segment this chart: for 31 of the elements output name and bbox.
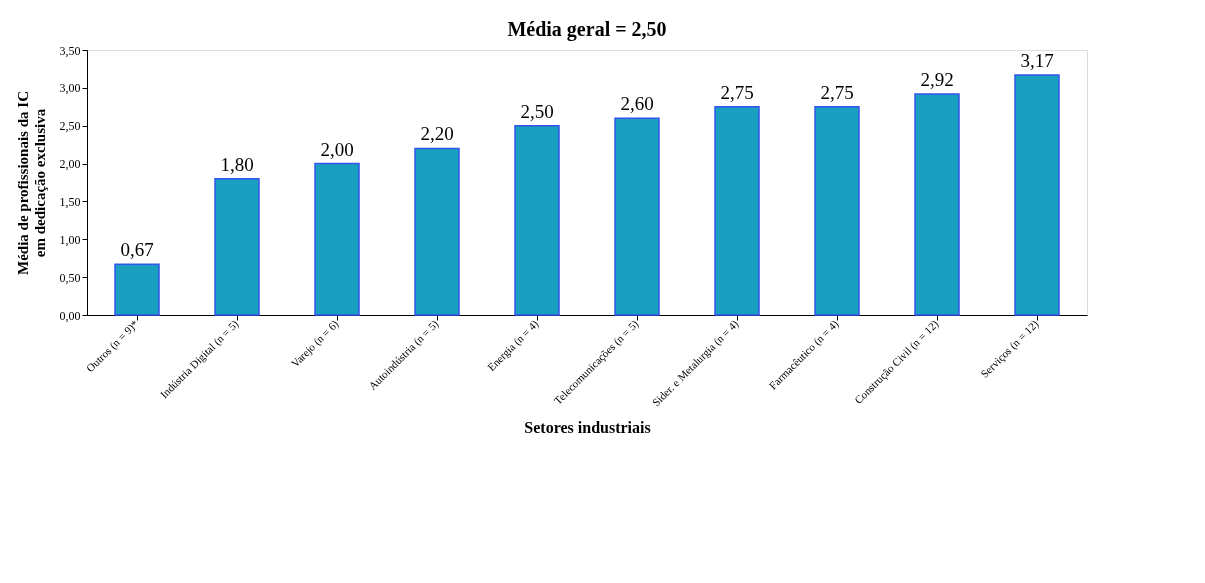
y-tick-label: 0,50 (59, 270, 81, 285)
x-axis-title: Setores industriais (524, 419, 651, 437)
chart-title: Média geral = 2,50 (507, 18, 667, 41)
data-label: 0,67 (120, 239, 154, 261)
data-label: 3,17 (1020, 49, 1054, 71)
y-tick-label: 1,00 (59, 232, 81, 247)
data-label: 2,50 (520, 100, 554, 122)
bar (314, 162, 360, 316)
y-tick-label: 3,50 (59, 43, 81, 58)
bar (1014, 74, 1060, 316)
bar (414, 147, 460, 316)
y-tick-label: 0,00 (59, 308, 81, 323)
bar (914, 93, 960, 316)
y-tick-label: 1,50 (59, 194, 81, 209)
data-label: 2,92 (920, 68, 954, 90)
data-label: 2,75 (820, 81, 854, 103)
data-label: 2,75 (720, 81, 754, 103)
data-label: 2,20 (420, 123, 454, 145)
bar (514, 124, 560, 316)
bar (614, 117, 660, 316)
y-tick-label: 2,50 (59, 119, 81, 134)
data-label: 1,80 (220, 153, 254, 175)
y-tick-label: 3,00 (59, 81, 81, 96)
bar (114, 263, 160, 316)
bar (714, 106, 760, 316)
data-label: 2,00 (320, 138, 354, 160)
y-tick-label: 2,00 (59, 157, 81, 172)
bar (814, 106, 860, 316)
y-axis-title: Média de profissionais da IC em dedicação exclusiva (14, 91, 48, 275)
data-label: 2,60 (620, 93, 654, 115)
bar (214, 177, 260, 316)
